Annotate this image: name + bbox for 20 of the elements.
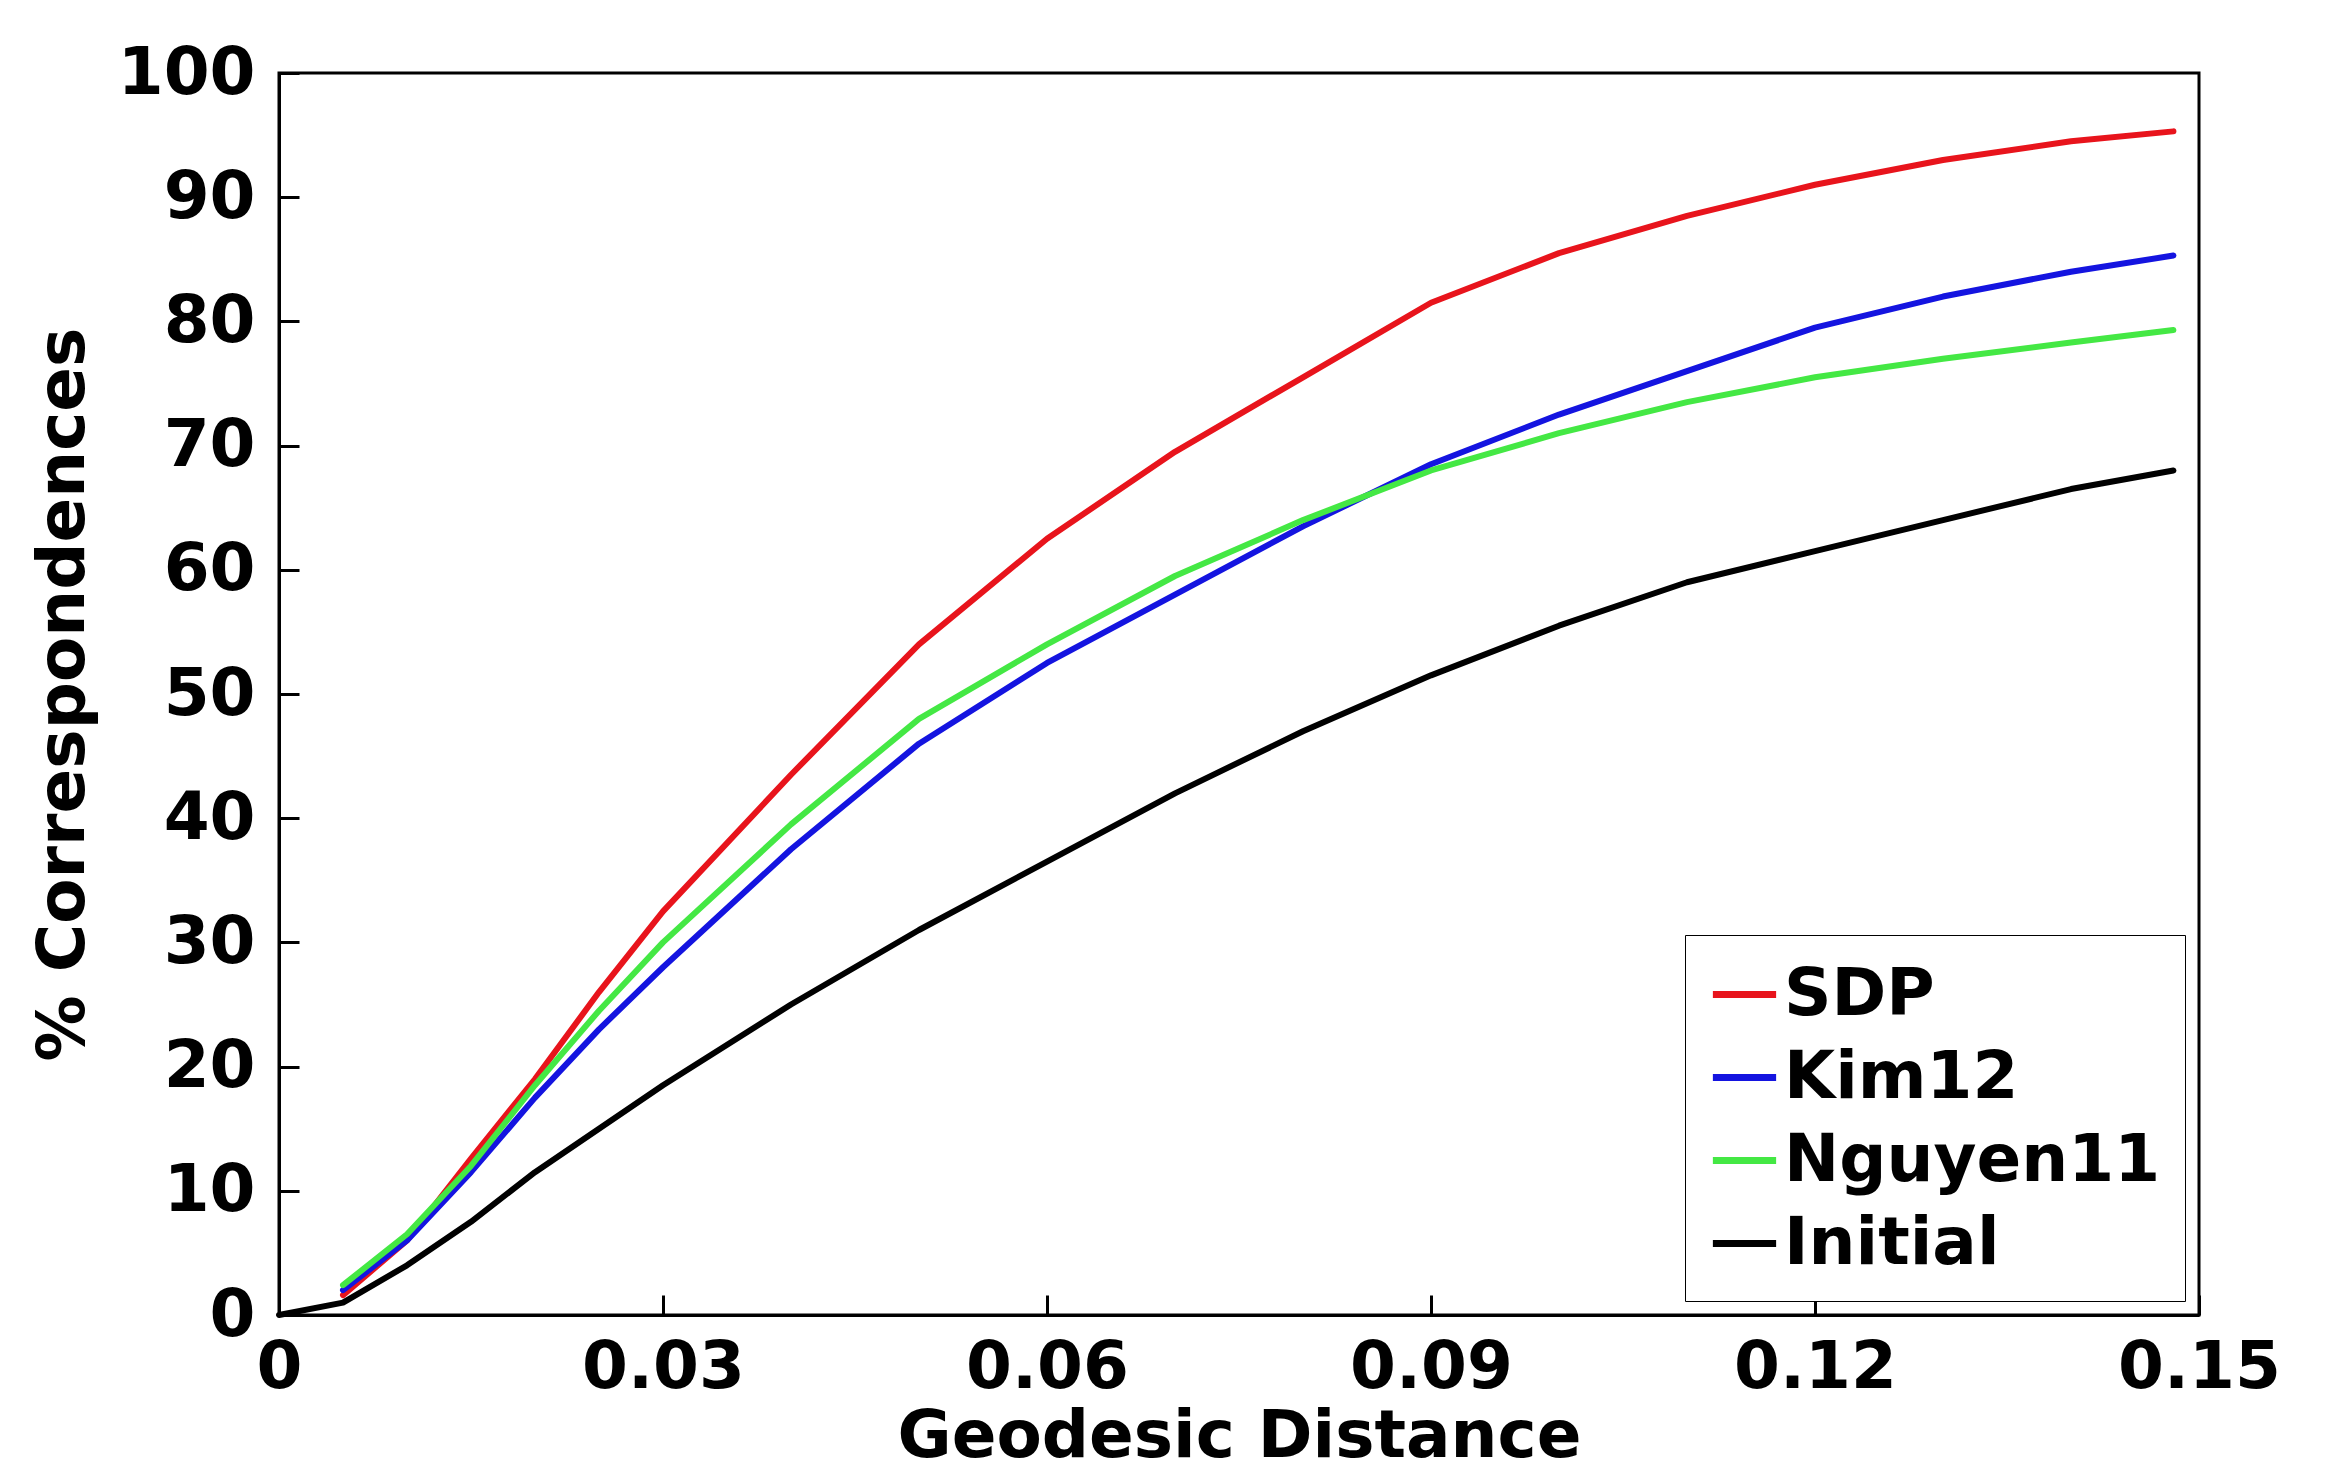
x-tick-label: 0.03 [582, 1326, 745, 1404]
y-tick-label: 10 [163, 1150, 256, 1228]
x-tick-label: 0.12 [1734, 1326, 1897, 1404]
y-tick-label: 20 [163, 1026, 256, 1104]
legend-label: Nguyen11 [1784, 1119, 2161, 1197]
y-tick-label: 100 [117, 32, 256, 110]
y-tick-label: 70 [163, 405, 256, 483]
x-tick-label: 0 [256, 1326, 303, 1404]
x-tick-label: 0.15 [2118, 1326, 2281, 1404]
legend-label: Kim12 [1784, 1036, 2019, 1114]
y-tick-label: 80 [163, 280, 256, 358]
legend-label: Initial [1784, 1202, 2000, 1280]
y-tick-label: 90 [163, 156, 256, 234]
y-axis-title: % Correspondences [22, 327, 100, 1062]
legend-label: SDP [1784, 953, 1935, 1031]
y-tick-label: 30 [163, 901, 256, 979]
y-tick-label: 60 [163, 529, 256, 607]
y-tick-label: 40 [163, 777, 256, 855]
y-tick-label: 50 [163, 653, 256, 731]
y-tick-label: 0 [209, 1274, 256, 1352]
